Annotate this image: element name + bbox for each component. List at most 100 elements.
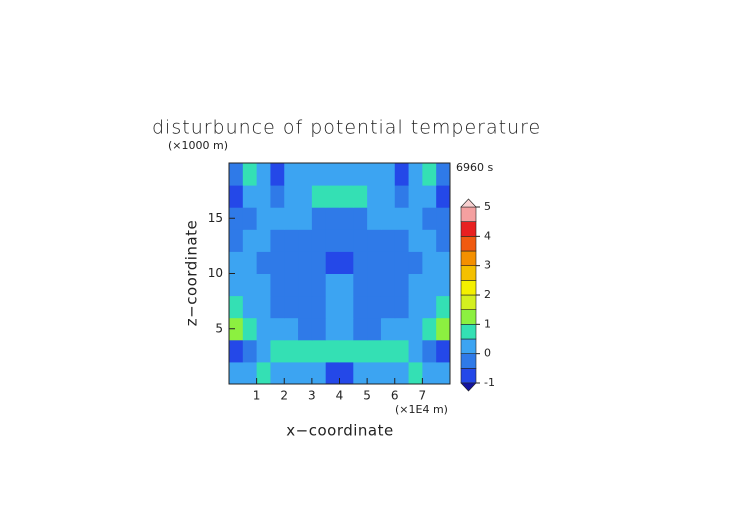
- field-cell: [242, 273, 258, 297]
- field-cell: [229, 251, 244, 274]
- colorbar-tick-label: 2: [484, 288, 491, 301]
- field-cell: [367, 273, 382, 297]
- field-cell: [284, 185, 299, 208]
- field-cell: [311, 295, 327, 319]
- field-cell: [380, 207, 396, 230]
- field-cell: [367, 251, 382, 274]
- field-cell: [229, 229, 244, 252]
- field-cell: [325, 339, 340, 363]
- field-cell: [394, 361, 410, 385]
- field-cell: [311, 251, 327, 274]
- field-cell: [367, 339, 382, 363]
- field-cell: [229, 163, 244, 186]
- field-cell: [422, 317, 437, 341]
- field-cell: [408, 185, 423, 208]
- field-cell: [229, 185, 244, 208]
- field-cell: [270, 361, 285, 385]
- field-cell: [436, 295, 451, 319]
- field-cell: [367, 295, 382, 319]
- field-cell: [298, 207, 313, 230]
- field-cell: [325, 207, 340, 230]
- field-cell: [367, 317, 382, 341]
- field-cell: [298, 163, 313, 186]
- field-cell: [339, 361, 354, 385]
- field-cell: [422, 185, 437, 208]
- field-cell: [325, 251, 340, 274]
- x-tick-label: 2: [280, 389, 288, 403]
- field-cell: [256, 185, 271, 208]
- field-cell: [229, 317, 244, 341]
- field-cell: [229, 207, 244, 230]
- field-cell: [270, 251, 285, 274]
- field-cell: [353, 251, 368, 274]
- field-cell: [311, 273, 327, 297]
- field-cell: [436, 185, 451, 208]
- field-cell: [311, 163, 327, 186]
- field-cell: [298, 339, 313, 363]
- x-tick-label: 6: [391, 389, 399, 403]
- field-cell: [256, 339, 271, 363]
- field-cell: [422, 163, 437, 186]
- field-cell: [311, 317, 327, 341]
- field-cell: [242, 207, 258, 230]
- colorbar-segment: [460, 294, 477, 310]
- field-cell: [242, 251, 258, 274]
- field-cell: [311, 229, 327, 252]
- field-cell: [229, 361, 244, 385]
- field-cell: [436, 229, 451, 252]
- field-cell: [422, 207, 437, 230]
- field-cell: [422, 339, 437, 363]
- colorbar-segment: [460, 368, 477, 384]
- field-cell: [367, 207, 382, 230]
- field-cell: [367, 185, 382, 208]
- field-cell: [256, 273, 271, 297]
- field-cell: [380, 339, 396, 363]
- field-cell: [325, 317, 340, 341]
- field-cell: [353, 273, 368, 297]
- field-cell: [339, 317, 354, 341]
- colorbar-segment: [460, 338, 477, 354]
- field-cell: [270, 273, 285, 297]
- field-cell: [284, 361, 299, 385]
- field-cell: [394, 273, 410, 297]
- field-cell: [311, 361, 327, 385]
- field-cell: [256, 295, 271, 319]
- field-cell: [394, 185, 410, 208]
- field-cell: [325, 273, 340, 297]
- colorbar-tick-label: 5: [484, 200, 491, 213]
- field-cell: [311, 207, 327, 230]
- field-cell: [325, 185, 340, 208]
- field-cell: [436, 273, 451, 297]
- field-cell: [436, 339, 451, 363]
- field-cell: [270, 317, 285, 341]
- field-cell: [380, 295, 396, 319]
- field-cell: [256, 163, 271, 186]
- field-cell: [284, 317, 299, 341]
- y-unit-label: (×1000 m): [168, 139, 228, 152]
- field-cell: [256, 361, 271, 385]
- field-cell: [284, 229, 299, 252]
- field-cell: [298, 317, 313, 341]
- field-cell: [367, 361, 382, 385]
- y-tick-label: 10: [208, 266, 223, 280]
- field-cell: [242, 185, 258, 208]
- field-cell: [284, 207, 299, 230]
- field-cell: [284, 295, 299, 319]
- field-cell: [353, 185, 368, 208]
- field-cell: [408, 273, 423, 297]
- field-cell: [270, 339, 285, 363]
- field-cell: [284, 273, 299, 297]
- field-cell: [394, 207, 410, 230]
- field-cell: [380, 273, 396, 297]
- y-tick-label: 15: [208, 211, 223, 225]
- field-cell: [408, 361, 423, 385]
- colorbar-segment: [460, 221, 477, 237]
- field-cell: [408, 295, 423, 319]
- field-cell: [339, 273, 354, 297]
- colorbar-segment: [460, 324, 477, 340]
- field-cell: [298, 229, 313, 252]
- field-cell: [242, 295, 258, 319]
- chart-title: disturbunce of potential temperature: [152, 117, 541, 139]
- field-cell: [270, 207, 285, 230]
- field-cell: [339, 251, 354, 274]
